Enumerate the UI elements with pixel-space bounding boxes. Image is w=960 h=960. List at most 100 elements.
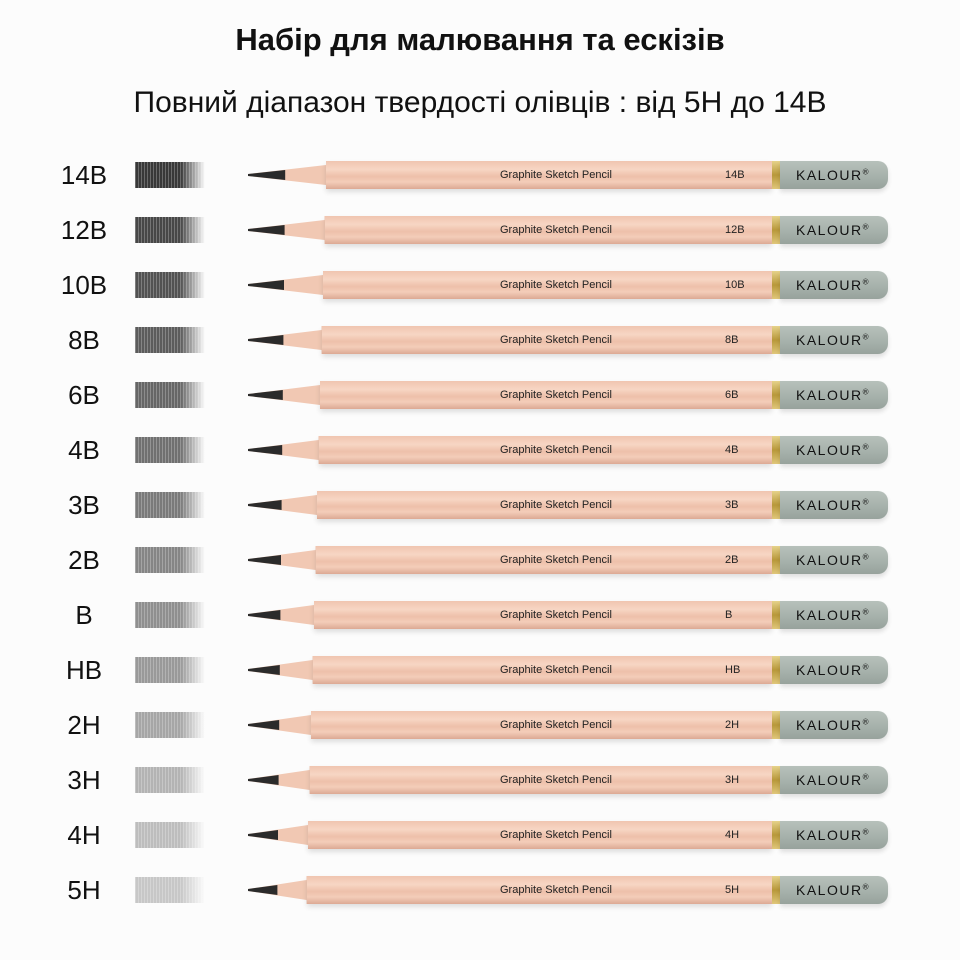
brand-logo: KALOUR® (796, 277, 870, 293)
shading-swatch (135, 437, 205, 463)
pencil-body: Graphite Sketch Pencil 3H (309, 766, 772, 794)
pencil-row: 8B Graphite Sketch Pencil 8B KALOUR® (0, 313, 960, 368)
pencil-body: Graphite Sketch Pencil 4H (308, 821, 772, 849)
shading-swatch (135, 272, 205, 298)
pencil-cap: KALOUR® (780, 601, 888, 629)
pencil-band (772, 876, 780, 904)
shading-swatch (135, 877, 205, 903)
pencil: Graphite Sketch Pencil 10B KALOUR® (248, 271, 888, 299)
grade-label: 2B (68, 545, 100, 575)
shading-swatch (135, 382, 205, 408)
pencil-band (772, 601, 780, 629)
pencil-grade: 2H (725, 719, 740, 731)
pencil-body: Graphite Sketch Pencil 3B (317, 491, 772, 519)
pencil: Graphite Sketch Pencil 2H KALOUR® (248, 711, 888, 739)
brand-logo: KALOUR® (796, 662, 870, 678)
brand-logo: KALOUR® (796, 332, 870, 348)
pencil-grade: 5H (725, 884, 740, 896)
pencil-grade: 6B (725, 389, 739, 401)
pencil-grade: 10B (725, 279, 745, 291)
brand-logo: KALOUR® (796, 717, 870, 733)
pencil-band (772, 271, 780, 299)
pencil-cap: KALOUR® (780, 711, 888, 739)
pencil-band (772, 821, 780, 849)
pencil-text: Graphite Sketch Pencil (500, 389, 612, 401)
pencil-body: Graphite Sketch Pencil 12B (324, 216, 772, 244)
pencil: Graphite Sketch Pencil B KALOUR® (248, 601, 888, 629)
pencil-cap: KALOUR® (780, 546, 888, 574)
grade-label: 3B (68, 490, 100, 520)
brand-logo: KALOUR® (796, 222, 870, 238)
pencil: Graphite Sketch Pencil 8B KALOUR® (248, 326, 888, 354)
pencil-grade: B (725, 609, 733, 621)
pencil-grade: 8B (725, 334, 739, 346)
pencil-text: Graphite Sketch Pencil (500, 334, 612, 346)
page-title: Набір для малювання та ескізів (235, 22, 725, 57)
pencil-body: Graphite Sketch Pencil 2H (311, 711, 772, 739)
pencil: Graphite Sketch Pencil 2B KALOUR® (248, 546, 888, 574)
pencil-row: 10B Graphite Sketch Pencil 10B KALOUR® (0, 258, 960, 313)
pencil-grade: 12B (725, 224, 745, 236)
grade-label: 4H (67, 820, 101, 850)
brand-logo: KALOUR® (796, 442, 870, 458)
pencil-grade: 3B (725, 499, 739, 511)
pencil-text: Graphite Sketch Pencil (500, 719, 612, 731)
grade-label: HB (65, 655, 103, 685)
pencil-cap: KALOUR® (780, 491, 888, 519)
pencil-cap: KALOUR® (780, 381, 888, 409)
brand-logo: KALOUR® (796, 882, 870, 898)
pencil: Graphite Sketch Pencil 4B KALOUR® (248, 436, 888, 464)
pencil-body: Graphite Sketch Pencil HB (312, 656, 772, 684)
shading-swatch (135, 327, 205, 353)
pencil-row: 6B Graphite Sketch Pencil 6B KALOUR® (0, 368, 960, 423)
shading-swatch (135, 492, 205, 518)
pencil-band (772, 711, 780, 739)
grade-label: 4B (68, 435, 100, 465)
pencil: Graphite Sketch Pencil 12B KALOUR® (248, 216, 888, 244)
shading-swatch (135, 602, 205, 628)
shading-swatch (135, 217, 205, 243)
pencil-text: Graphite Sketch Pencil (500, 499, 612, 511)
pencil-row: 2B Graphite Sketch Pencil 2B KALOUR® (0, 533, 960, 588)
pencil-text: Graphite Sketch Pencil (500, 169, 612, 181)
pencil-body: Graphite Sketch Pencil 5H (306, 876, 772, 904)
pencil-row: 2H Graphite Sketch Pencil 2H KALOUR® (0, 698, 960, 753)
pencil-row: 5H Graphite Sketch Pencil 5H KALOUR® (0, 863, 960, 918)
brand-logo: KALOUR® (796, 387, 870, 403)
pencil-row: B Graphite Sketch Pencil B KALOUR® (0, 588, 960, 643)
pencil-cap: KALOUR® (780, 326, 888, 354)
grade-label: 12B (60, 215, 108, 245)
pencil: Graphite Sketch Pencil 6B KALOUR® (248, 381, 888, 409)
grade-label: 5H (67, 875, 101, 905)
pencil-cap: KALOUR® (780, 821, 888, 849)
pencil-text: Graphite Sketch Pencil (500, 884, 612, 896)
brand-logo: KALOUR® (796, 552, 870, 568)
pencil-text: Graphite Sketch Pencil (500, 829, 612, 841)
pencil-band (772, 656, 780, 684)
pencil-band (772, 436, 780, 464)
pencil: Graphite Sketch Pencil 3B KALOUR® (248, 491, 888, 519)
pencil-text: Graphite Sketch Pencil (500, 774, 612, 786)
pencil-cap: KALOUR® (780, 216, 888, 244)
pencil-text: Graphite Sketch Pencil (500, 224, 612, 236)
pencil-body: Graphite Sketch Pencil 2B (315, 546, 772, 574)
pencil-grade: 14B (725, 169, 745, 181)
pencil-text: Graphite Sketch Pencil (500, 279, 612, 291)
shading-swatch (135, 822, 205, 848)
grade-label: 2H (67, 710, 101, 740)
pencil-row: 3B Graphite Sketch Pencil 3B KALOUR® (0, 478, 960, 533)
brand-logo: KALOUR® (796, 497, 870, 513)
pencil-cap: KALOUR® (780, 271, 888, 299)
grade-label: 10B (60, 270, 108, 300)
pencil-text: Graphite Sketch Pencil (500, 609, 612, 621)
pencil: Graphite Sketch Pencil HB KALOUR® (248, 656, 888, 684)
brand-logo: KALOUR® (796, 772, 870, 788)
pencil: Graphite Sketch Pencil 4H KALOUR® (248, 821, 888, 849)
brand-logo: KALOUR® (796, 827, 870, 843)
pencil-text: Graphite Sketch Pencil (500, 554, 612, 566)
pencil-body: Graphite Sketch Pencil 6B (320, 381, 772, 409)
pencil-body: Graphite Sketch Pencil 8B (321, 326, 772, 354)
pencil-text: Graphite Sketch Pencil (500, 444, 612, 456)
pencil-row: 12B Graphite Sketch Pencil 12B KALOUR® (0, 203, 960, 258)
pencil-band (772, 491, 780, 519)
